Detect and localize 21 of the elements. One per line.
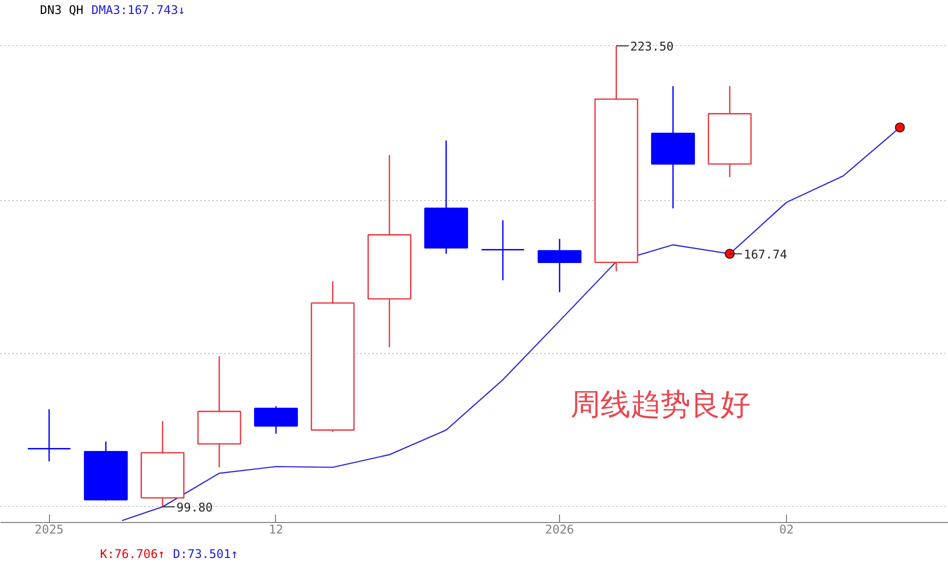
annotation: 223.50 — [630, 39, 674, 54]
x-tick-label: 12 — [268, 522, 284, 536]
candlestick — [708, 85, 752, 178]
text: DN3 QH — [40, 3, 84, 17]
text: D:73.501↑ — [173, 547, 238, 561]
candlestick — [480, 220, 525, 281]
candlestick — [368, 154, 412, 348]
text: DMA3:167.743↓ — [91, 3, 186, 17]
candlestick — [424, 140, 468, 254]
annotation: 167.74 — [744, 247, 788, 262]
x-tick-label: 2026 — [545, 522, 574, 536]
candlestick — [538, 238, 582, 293]
candlestick — [197, 356, 242, 468]
candlestick — [27, 408, 72, 462]
text: K:76.706↑ — [100, 547, 166, 561]
candlestick — [310, 280, 355, 433]
annotation: 周线趋势良好 — [570, 388, 750, 422]
x-tick-label: 02 — [779, 522, 794, 536]
annotation: 99.80 — [176, 500, 213, 514]
candlestick — [651, 85, 695, 209]
x-tick-label: 2025 — [34, 522, 64, 536]
